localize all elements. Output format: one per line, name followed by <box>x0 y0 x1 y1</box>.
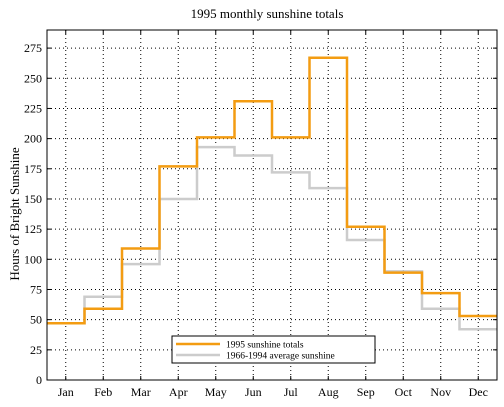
y-tick-label: 175 <box>24 162 42 176</box>
y-tick-label: 275 <box>24 41 42 55</box>
x-tick-label: Jun <box>245 385 262 399</box>
x-tick-label: Mar <box>131 385 151 399</box>
x-tick-label: Nov <box>430 385 451 399</box>
x-tick-label: Apr <box>169 385 188 399</box>
x-tick-label: Dec <box>469 385 488 399</box>
y-tick-label: 125 <box>24 222 42 236</box>
chart-title: 1995 monthly sunshine totals <box>191 6 344 21</box>
series-line <box>47 145 497 331</box>
x-tick-label: Jul <box>284 385 299 399</box>
y-tick-label: 200 <box>24 132 42 146</box>
series-line <box>47 56 497 325</box>
x-tick-label: Jan <box>58 385 74 399</box>
x-tick-label: Feb <box>94 385 112 399</box>
x-tick-label: Oct <box>395 385 413 399</box>
legend-label: 1995 sunshine totals <box>226 341 304 351</box>
x-tick-label: May <box>205 385 227 399</box>
y-tick-label: 75 <box>30 282 42 296</box>
y-tick-label: 225 <box>24 101 42 115</box>
y-ticks: 0 25 50 75 100 125 150 175 200 225 250 275 <box>24 41 497 387</box>
y-tick-label: 150 <box>24 192 42 206</box>
y-tick-label: 250 <box>24 71 42 85</box>
y-tick-label: 50 <box>30 313 42 327</box>
y-axis-label: Hours of Bright Sunshine <box>7 147 22 280</box>
grid <box>47 30 497 380</box>
plot-frame <box>46 29 498 381</box>
y-tick-label: 100 <box>24 252 42 266</box>
legend-box <box>171 335 376 364</box>
y-tick-label: 0 <box>36 373 42 387</box>
y-tick-label: 25 <box>30 343 42 357</box>
legend-label: 1966-1994 average sunshine <box>226 352 335 362</box>
x-tick-label: Sep <box>357 385 375 399</box>
x-ticks: Jan Feb Mar Apr May Jun Jul Aug Sep Oct Nov Dec <box>58 30 488 399</box>
series-group <box>47 56 497 331</box>
x-tick-label: Aug <box>318 385 339 399</box>
